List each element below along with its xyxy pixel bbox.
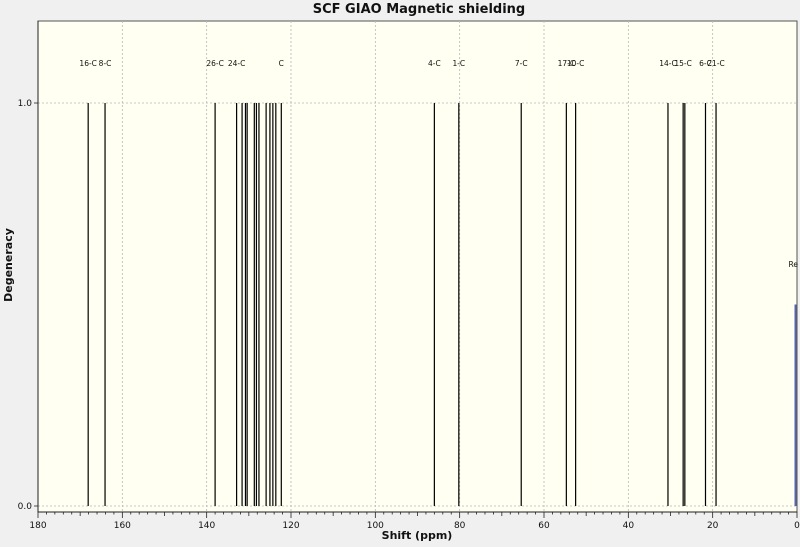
peak-label: 8-C bbox=[99, 59, 112, 68]
reference-peak-bar bbox=[794, 304, 797, 506]
grid-lines bbox=[38, 21, 797, 512]
x-tick-label: 60 bbox=[538, 521, 550, 531]
peaks-layer bbox=[87, 103, 797, 506]
peak-labels-layer: 16-C 8-C 26-C 24-C C 4-C 1-C 7-C 17-C10-C 14-C15-… bbox=[79, 59, 798, 269]
peak-label: 15-C bbox=[674, 59, 692, 68]
y-axis-title: Degeneracy bbox=[2, 228, 15, 302]
x-tick-label: 140 bbox=[198, 521, 215, 531]
peak-label: 16-C bbox=[79, 59, 97, 68]
peak-label: 10-C bbox=[567, 59, 585, 68]
y-tick-label: 1.0 bbox=[18, 99, 33, 109]
peak-label: 21-C bbox=[707, 59, 725, 68]
reference-peak-label: Re bbox=[789, 260, 799, 269]
peak-label: 26-C bbox=[206, 59, 224, 68]
x-tick-label: 40 bbox=[623, 521, 635, 531]
peak-label: 17-C bbox=[558, 59, 576, 68]
peak-label: 24-C bbox=[228, 59, 246, 68]
peak-label: 6-C bbox=[699, 59, 712, 68]
x-tick-label: 120 bbox=[282, 521, 299, 531]
x-tick-label: 100 bbox=[367, 521, 384, 531]
axes: 180 160 140 120 100 80 60 40 20 0 0.0 1.0 bbox=[18, 21, 800, 531]
peak-label: 7-C bbox=[515, 59, 528, 68]
x-tick-label: 80 bbox=[454, 521, 466, 531]
peak-label: 14-C bbox=[659, 59, 677, 68]
peak-label: C bbox=[279, 59, 284, 68]
chart-title: SCF GIAO Magnetic shielding bbox=[313, 2, 526, 17]
x-tick-label: 20 bbox=[707, 521, 719, 531]
peak-label: 1-C bbox=[452, 59, 465, 68]
x-axis-title: Shift (ppm) bbox=[382, 529, 453, 542]
x-tick-label: 160 bbox=[114, 521, 131, 531]
x-tick-label: 0 bbox=[794, 521, 800, 531]
peak-label: 4-C bbox=[428, 59, 441, 68]
x-tick-label: 180 bbox=[29, 521, 46, 531]
y-tick-label: 0.0 bbox=[18, 502, 33, 512]
